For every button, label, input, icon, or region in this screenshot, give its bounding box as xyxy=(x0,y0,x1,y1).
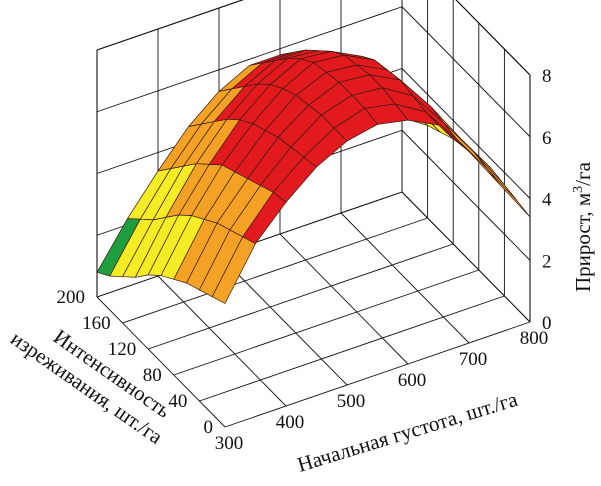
y-tick-label: 120 xyxy=(108,339,137,360)
surface-facet xyxy=(486,167,531,218)
right-wall-grid-line xyxy=(401,68,531,199)
z-axis-title: Прирост, м3/га xyxy=(571,161,595,292)
floor-grid-line xyxy=(173,269,479,376)
z-tick-label: 0 xyxy=(542,313,552,334)
x-tick-label: 400 xyxy=(276,412,305,433)
back-wall-grid-line xyxy=(96,0,244,51)
z-axis-title-tail: /га xyxy=(571,161,595,185)
floor-grid-line xyxy=(96,296,226,428)
y-tick-label: 40 xyxy=(168,391,187,412)
surface-facet xyxy=(211,236,256,304)
floor-grid-line xyxy=(224,321,531,428)
right-wall-grid-line xyxy=(455,0,531,76)
floor-grid-line xyxy=(157,275,287,407)
back-wall-grid-line xyxy=(96,6,403,113)
floor-grid-line xyxy=(122,217,428,324)
x-axis-title: Начальная густота, шт./га xyxy=(294,387,521,477)
floor-grid-line xyxy=(218,254,348,386)
x-tick-label: 600 xyxy=(398,370,427,391)
surface-facet xyxy=(443,122,488,169)
floor-grid-line xyxy=(401,191,531,323)
y-tick-label: 160 xyxy=(82,313,111,334)
right-wall-grid-line xyxy=(401,6,531,138)
surface-facet xyxy=(425,111,470,152)
surface-mesh xyxy=(96,49,531,304)
right-wall-grid-line xyxy=(401,129,531,261)
floor-grid-line xyxy=(279,233,409,365)
x-tick-label: 700 xyxy=(459,349,488,370)
floor-grid-line xyxy=(199,295,505,402)
frame-edge xyxy=(455,0,531,76)
z-tick-label: 8 xyxy=(542,66,552,87)
y-tick-label: 0 xyxy=(204,417,214,438)
x-tick-label: 500 xyxy=(337,391,366,412)
x-tick-label: 300 xyxy=(215,433,244,454)
x-tick-label: 800 xyxy=(520,328,549,349)
z-tick-label: 6 xyxy=(542,128,552,149)
y-tick-label: 80 xyxy=(143,365,162,386)
z-axis-title-main: Прирост, м xyxy=(571,193,595,292)
floor-grid-line xyxy=(340,212,470,344)
floor-grid-line xyxy=(148,243,454,350)
frame-edge xyxy=(96,0,244,51)
floor-grid xyxy=(96,191,531,428)
z-tick-label: 4 xyxy=(542,190,552,211)
y-tick-label: 200 xyxy=(57,287,86,308)
z-axis-title-sup: 3 xyxy=(571,186,586,193)
back-walls-grid xyxy=(96,0,531,323)
z-tick-label: 2 xyxy=(542,251,552,272)
